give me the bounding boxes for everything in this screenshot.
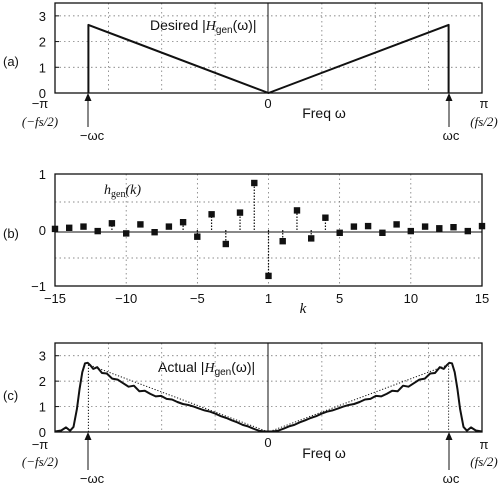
panel-b-yticks: −1 0 1 — [31, 167, 46, 294]
ytick-label: 3 — [39, 349, 46, 364]
panel-c-fs-left: (−fs/2) — [22, 454, 58, 469]
sample-marker — [137, 221, 144, 228]
sample-marker — [251, 179, 258, 187]
panel-a-yticks: 0 1 2 3 — [39, 9, 59, 101]
panel-a-fs-left: (−fs/2) — [22, 114, 58, 129]
sample-marker — [364, 222, 372, 230]
sample-marker — [393, 221, 400, 228]
ytick-label: 0 — [39, 425, 46, 440]
panel-a-wc-left-label: −ωc — [80, 128, 105, 143]
sample-marker — [279, 238, 286, 245]
panel-b-annotation: hgen(k) — [104, 183, 141, 200]
panel-a-label: (a) — [3, 54, 19, 69]
panel-c: (c) 0 1 2 3 Actual |Hgen(ω)| 0 Freq ω −π (−… — [3, 342, 498, 486]
ytick-label: 2 — [39, 35, 46, 50]
ytick-label: −1 — [31, 279, 46, 294]
panel-a-grid — [55, 3, 482, 93]
panel-a-wc-left-arrow — [84, 93, 92, 127]
sample-marker — [421, 223, 429, 230]
sample-marker — [51, 225, 59, 233]
panel-c-grid — [55, 343, 482, 432]
sample-marker — [322, 214, 329, 221]
sample-marker — [350, 223, 358, 230]
panel-b-xticks: −15 −10 −5 1 5 10 15 — [44, 291, 489, 306]
sample-marker — [94, 227, 101, 235]
panel-b-samples — [51, 179, 486, 280]
sample-marker — [208, 211, 215, 218]
ytick-label: 0 — [39, 86, 46, 101]
sample-marker — [464, 227, 471, 235]
panel-a-wc-right-label: ωc — [443, 128, 460, 143]
ytick-label: 0 — [39, 223, 46, 238]
sample-marker — [108, 220, 116, 227]
panel-a-xtick-center: 0 — [264, 96, 271, 111]
panel-c-desired-dotted — [87, 363, 450, 433]
panel-c-wc-left-label: −ωc — [80, 471, 105, 486]
sample-marker — [379, 229, 386, 236]
ytick-label: 1 — [39, 400, 46, 415]
panel-c-fs-right: (fs/2) — [470, 454, 497, 469]
sample-marker — [236, 209, 244, 216]
panel-c-annotation: Actual |Hgen(ω)| — [158, 359, 255, 378]
sample-marker — [222, 240, 229, 248]
xtick-label: 10 — [404, 291, 418, 306]
sample-marker — [123, 230, 130, 237]
panel-a-xtick-right: π — [480, 96, 489, 111]
sample-marker — [165, 223, 173, 230]
panel-c-wc-right-label: ωc — [443, 471, 460, 486]
panel-c-xtick-right: π — [480, 437, 489, 452]
panel-b-grid — [55, 174, 482, 286]
panel-c-label: (c) — [3, 388, 18, 403]
sample-marker — [293, 207, 301, 214]
xtick-label: −15 — [44, 291, 66, 306]
sample-marker — [151, 229, 158, 236]
panel-a-annotation: Desired |Hgen(ω)| — [150, 17, 257, 36]
panel-c-actual-curve — [54, 361, 483, 433]
panel-c-wc-right-arrow — [445, 432, 453, 470]
xtick-label: 1 — [265, 291, 272, 306]
sample-marker — [478, 222, 486, 230]
ytick-label: 1 — [39, 60, 46, 75]
sample-marker — [436, 225, 443, 232]
sample-marker — [308, 235, 315, 242]
panel-a: (a) 0 1 2 3 Desired |Hgen(ω)| 0 Freq ω −π (… — [3, 2, 498, 143]
sample-marker — [450, 224, 457, 231]
xtick-label: −10 — [115, 291, 137, 306]
sample-marker — [336, 229, 343, 236]
panel-c-xlabel: Freq ω — [302, 445, 346, 461]
sample-marker — [194, 233, 201, 240]
sample-marker — [179, 219, 187, 226]
sample-marker — [265, 272, 272, 280]
xtick-label: 15 — [475, 291, 489, 306]
xtick-label: 5 — [336, 291, 343, 306]
panel-c-xtick-left: −π — [32, 437, 49, 452]
panel-b: (b) −101 −15 −10 −5 1 5 10 15 hgen(k) k — [3, 167, 489, 317]
panel-a-desired-curve — [87, 23, 450, 94]
panel-a-wc-right-arrow — [445, 93, 453, 127]
panel-a-xtick-left: −π — [32, 96, 49, 111]
sample-marker — [66, 224, 73, 231]
panel-b-label: (b) — [3, 226, 19, 241]
panel-c-wc-left-arrow — [84, 432, 92, 470]
panel-c-yticks: 0 1 2 3 — [39, 349, 59, 440]
panel-a-xlabel: Freq ω — [302, 105, 346, 121]
xtick-label: −5 — [190, 291, 205, 306]
sample-marker — [80, 223, 87, 230]
panel-a-fs-right: (fs/2) — [470, 114, 497, 129]
ytick-label: 1 — [39, 167, 46, 182]
panel-b-xlabel: k — [300, 301, 307, 317]
ytick-label: 3 — [39, 9, 46, 24]
ytick-label: 2 — [39, 374, 46, 389]
sample-marker — [407, 227, 414, 235]
panel-c-xtick-center: 0 — [264, 435, 271, 450]
